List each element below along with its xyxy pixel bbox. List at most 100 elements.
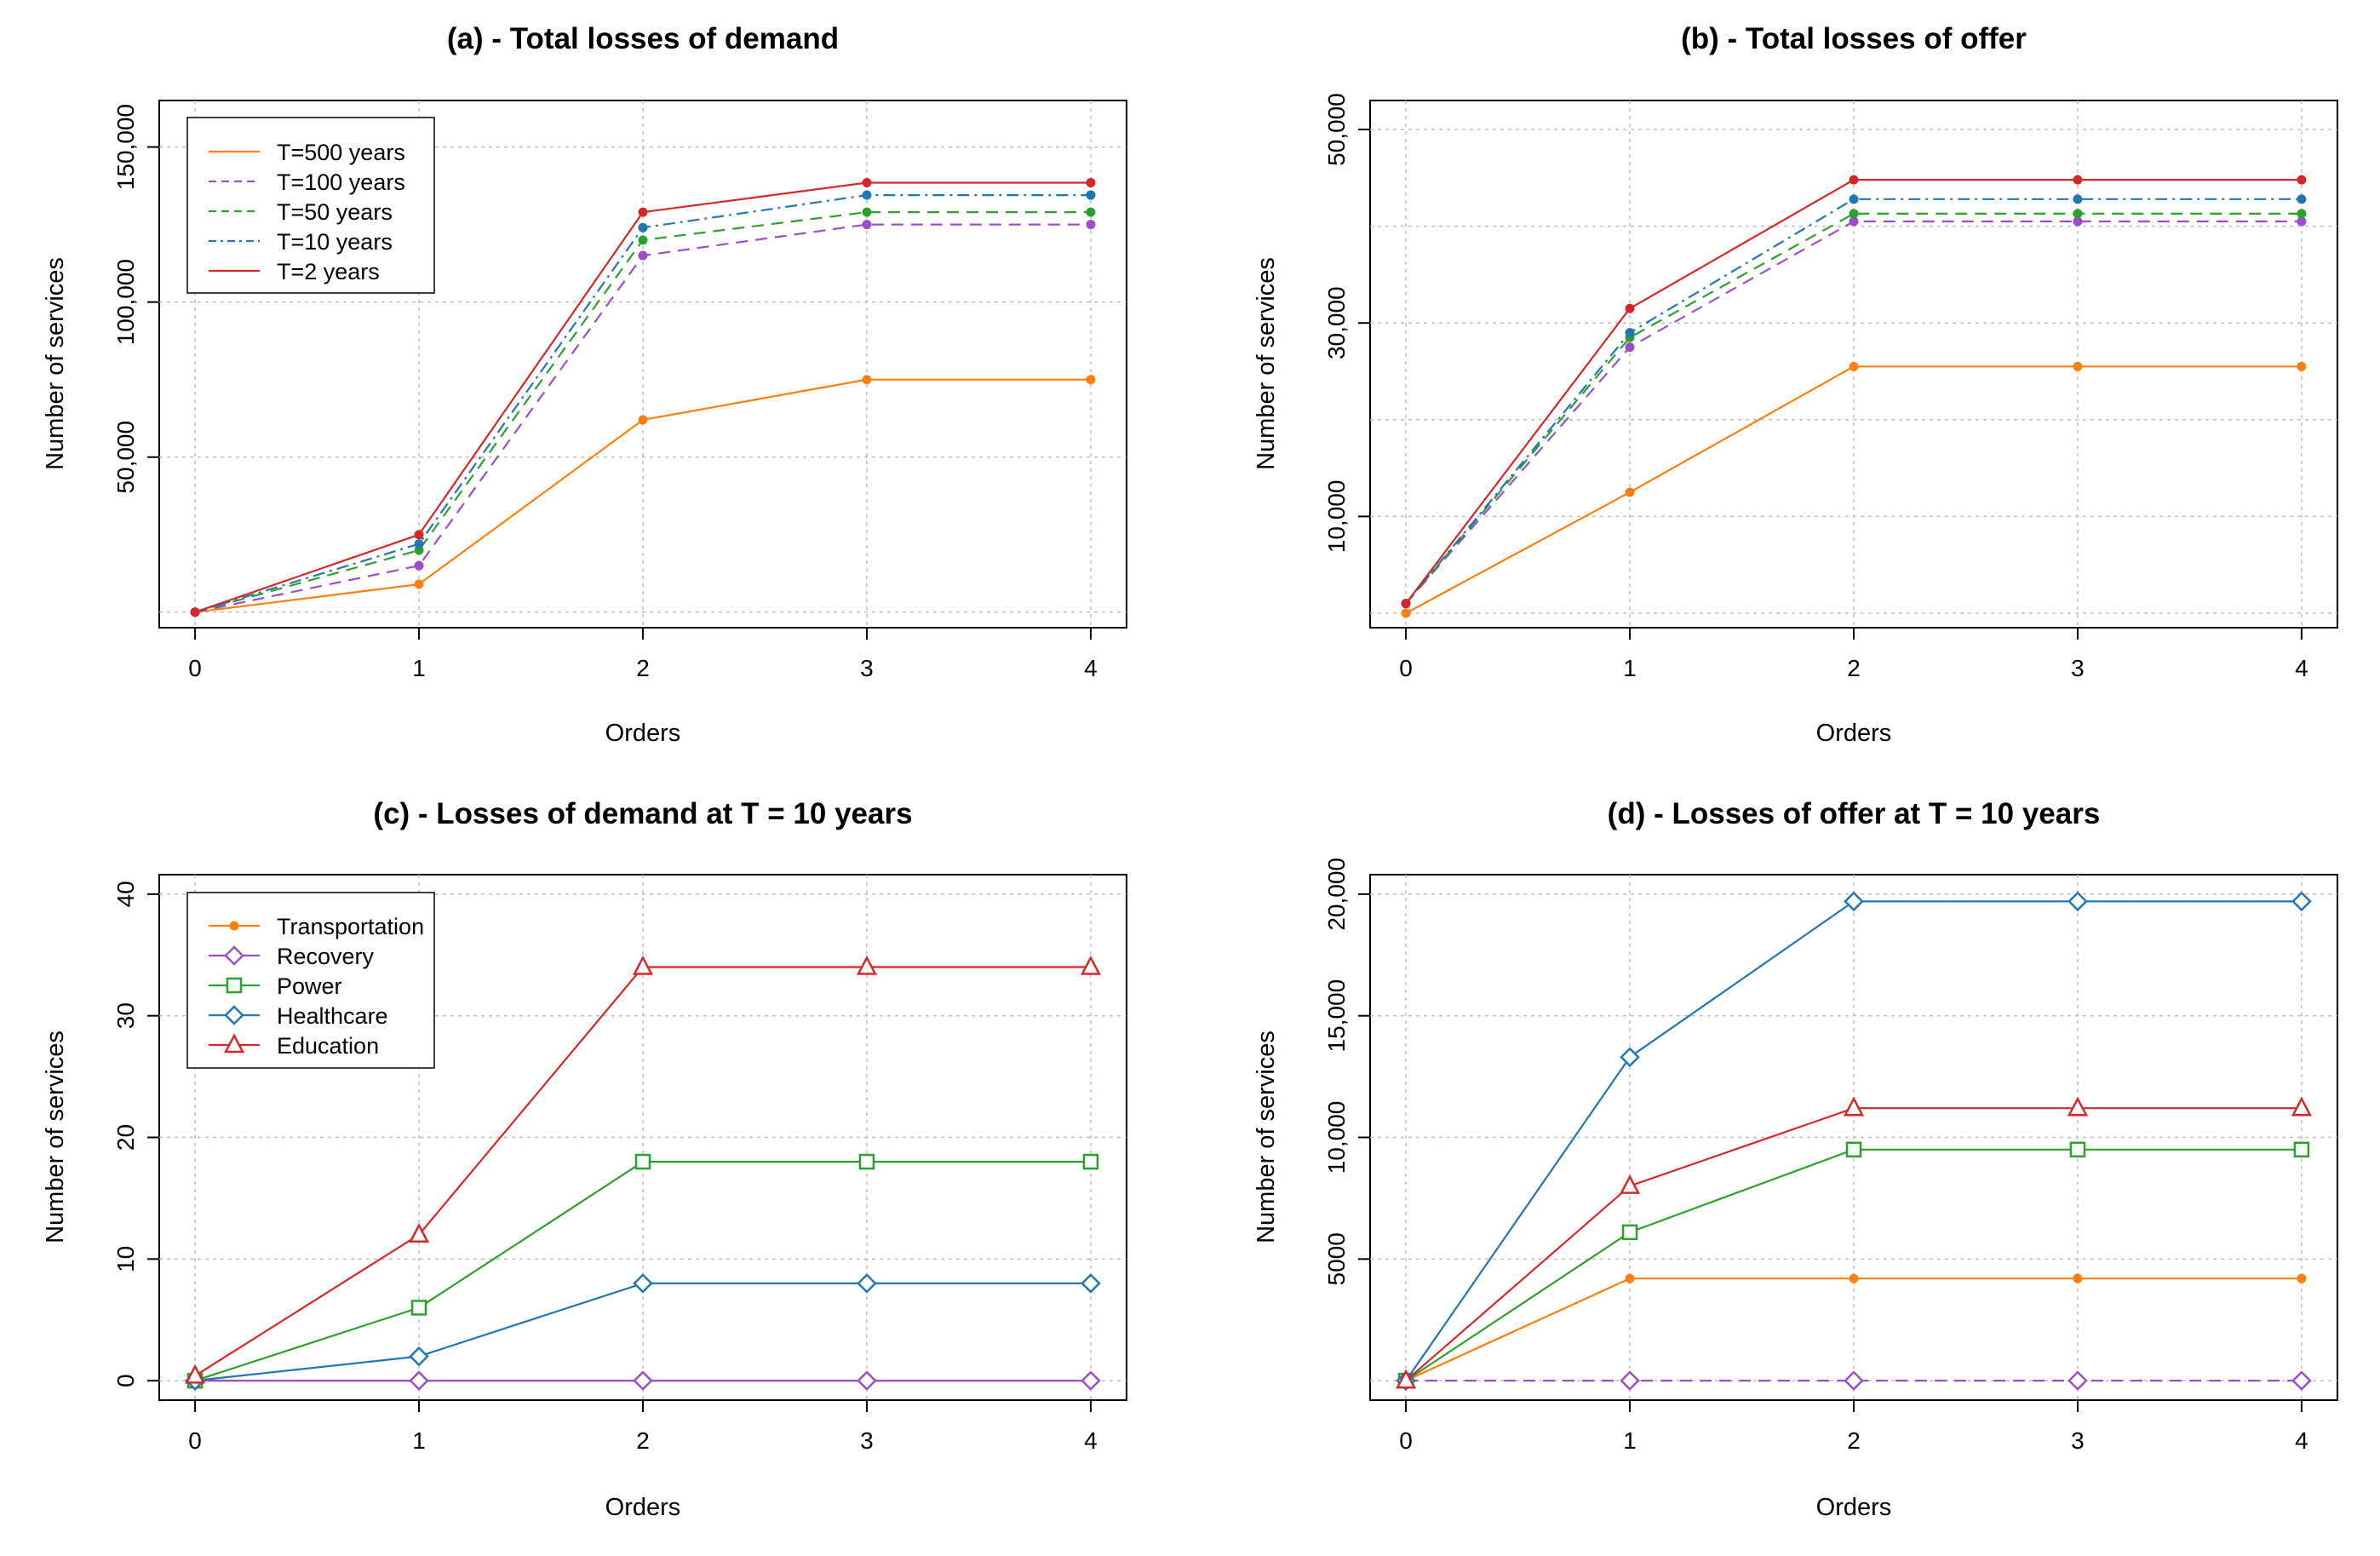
panel-c-title: (c) - Losses of demand at T = 10 years bbox=[373, 797, 912, 830]
panel-c-point-education bbox=[408, 1223, 430, 1243]
panel-c-x-axis-label: Orders bbox=[605, 1494, 681, 1521]
panel-a-point-t-500-years bbox=[638, 415, 648, 425]
panel-d-y-tick-label: 5000 bbox=[1323, 1232, 1350, 1285]
panel-a-point-t-500-years bbox=[862, 375, 872, 385]
panel-d-axes: 0 1 2 3 4 5000 10,000 15,000 20,000 bbox=[1323, 858, 2308, 1454]
panel-b-x-axis-label: Orders bbox=[1816, 720, 1892, 747]
panel-b-y-tick-label: 30,000 bbox=[1323, 286, 1350, 359]
panel-a-point-t-10-years bbox=[414, 539, 424, 549]
panel-a-point-t-50-years bbox=[638, 235, 648, 245]
panel-a-y-tick-label: 50,000 bbox=[112, 421, 139, 494]
panel-d-title: (d) - Losses of offer at T = 10 years bbox=[1608, 797, 2101, 830]
panel-b-y-axis-label: Number of services bbox=[1253, 257, 1280, 470]
panel-c-x-tick-label: 1 bbox=[412, 1427, 426, 1454]
panel-a-total-losses-of-demand: (a) - Total losses of demand 0 1 2 3 4 50,000… bbox=[42, 22, 1127, 747]
panel-d-x-tick-label: 1 bbox=[1623, 1427, 1637, 1454]
panel-c-x-tick-label: 4 bbox=[1084, 1427, 1098, 1454]
panel-c-point-education bbox=[185, 1364, 206, 1384]
panel-d-point-power bbox=[1621, 1224, 1638, 1241]
panel-d-x-tick-label: 3 bbox=[2071, 1427, 2085, 1454]
panel-a-x-tick-label: 1 bbox=[412, 655, 426, 681]
panel-d-losses-of-offer-t10: (d) - Losses of offer at T = 10 years 0 1… bbox=[1253, 797, 2338, 1521]
panel-b-point-t-50-years bbox=[1849, 209, 1859, 219]
panel-a-legend-label-t-500-years: T=500 years bbox=[277, 140, 405, 165]
panel-d-point-healthcare bbox=[1620, 1047, 1640, 1068]
panel-d-point-transportation bbox=[2297, 1273, 2307, 1283]
panel-d-point-recovery bbox=[2067, 1370, 2088, 1391]
panel-c-point-recovery bbox=[1081, 1370, 1101, 1391]
panel-c-legend-label-transportation: Transportation bbox=[277, 914, 424, 939]
panel-a-point-t-2-years bbox=[1086, 177, 1096, 187]
panel-b-point-t-2-years bbox=[1401, 599, 1411, 609]
panel-d-point-power bbox=[2293, 1141, 2310, 1158]
panel-a-point-t-100-years bbox=[862, 220, 872, 230]
panel-a-legend-label-t-10-years: T=10 years bbox=[277, 229, 393, 255]
panel-a-point-t-100-years bbox=[414, 560, 424, 571]
panel-d-x-axis-label: Orders bbox=[1816, 1494, 1892, 1521]
panel-a-point-t-10-years bbox=[1086, 190, 1096, 200]
panel-b-x-tick-label: 2 bbox=[1847, 655, 1861, 681]
panel-c-y-tick-label: 40 bbox=[112, 881, 139, 907]
panel-b-y-tick-label: 50,000 bbox=[1323, 93, 1350, 166]
panel-b-point-t-50-years bbox=[2073, 209, 2083, 219]
panel-d-point-healthcare bbox=[2291, 891, 2312, 912]
panel-b-point-t-10-years bbox=[2297, 194, 2307, 204]
panel-c-y-tick-label: 0 bbox=[112, 1374, 139, 1387]
panel-a-point-t-50-years bbox=[1086, 207, 1096, 217]
panel-a-legend: T=500 years T=100 years T=50 years T=10 yea… bbox=[186, 117, 435, 294]
panel-d-x-tick-label: 2 bbox=[1847, 1427, 1861, 1454]
panel-a-point-t-100-years bbox=[638, 250, 648, 261]
panel-c-data bbox=[185, 955, 1101, 1391]
panel-b-point-t-100-years bbox=[1625, 342, 1635, 353]
panel-a-point-t-500-years bbox=[1086, 375, 1096, 385]
panel-a-point-t-100-years bbox=[1086, 220, 1096, 230]
panel-c-point-power bbox=[410, 1300, 427, 1316]
panel-c-point-power bbox=[1082, 1153, 1099, 1170]
panel-d-point-transportation bbox=[1625, 1273, 1635, 1283]
panel-b-point-t-10-years bbox=[1625, 328, 1635, 338]
panel-b-point-t-500-years bbox=[2073, 361, 2083, 371]
panel-d-point-education bbox=[1396, 1369, 1417, 1389]
panel-b-point-t-2-years bbox=[1849, 175, 1859, 185]
panel-c-point-education bbox=[632, 955, 654, 975]
panel-b-point-t-500-years bbox=[2297, 361, 2307, 371]
panel-b-axes: 0 1 2 3 4 10,000 30,000 50,000 bbox=[1323, 93, 2308, 681]
panel-d-x-tick-label: 4 bbox=[2295, 1427, 2308, 1454]
panel-a-y-axis-label: Number of services bbox=[42, 257, 69, 470]
panel-c-y-tick-label: 10 bbox=[112, 1246, 139, 1272]
panel-a-x-tick-label: 0 bbox=[188, 655, 202, 681]
panel-b-gridlines bbox=[1370, 100, 2337, 628]
panel-b-x-tick-label: 3 bbox=[2071, 655, 2085, 681]
panel-c-point-power bbox=[858, 1153, 875, 1170]
panel-c-legend-marker-education bbox=[223, 1033, 245, 1054]
panel-d-point-recovery bbox=[1620, 1370, 1640, 1391]
panel-b-data bbox=[1401, 175, 2307, 618]
panel-d-point-healthcare bbox=[1844, 891, 1864, 912]
panel-d-point-education bbox=[1619, 1174, 1641, 1194]
panel-b-point-t-500-years bbox=[1849, 361, 1859, 371]
panel-a-y-tick-label: 100,000 bbox=[112, 259, 139, 345]
panel-b-series-line-t-50-years bbox=[1405, 212, 2302, 605]
panel-b-point-t-100-years bbox=[1849, 216, 1859, 227]
panel-b-point-t-100-years bbox=[2073, 216, 2083, 227]
panel-a-x-tick-label: 2 bbox=[636, 655, 650, 681]
panel-b-point-t-10-years bbox=[1849, 194, 1859, 204]
panel-a-point-t-10-years bbox=[862, 190, 872, 200]
panel-d-point-transportation bbox=[1849, 1273, 1859, 1283]
panel-d-point-education bbox=[1843, 1096, 1865, 1117]
panel-a-point-t-2-years bbox=[414, 530, 424, 540]
panel-a-legend-label-t-100-years: T=100 years bbox=[277, 169, 405, 195]
panel-c-point-healthcare bbox=[409, 1346, 429, 1367]
panel-c-legend-label-education: Education bbox=[277, 1033, 379, 1059]
panel-d-y-tick-label: 20,000 bbox=[1323, 858, 1350, 931]
panel-c-legend-label-power: Power bbox=[277, 973, 342, 999]
panel-c-y-axis-label: Number of services bbox=[42, 1031, 69, 1243]
panel-a-x-tick-label: 3 bbox=[860, 655, 874, 681]
panel-d-y-axis-label: Number of services bbox=[1253, 1031, 1280, 1243]
panel-a-legend-label-t-50-years: T=50 years bbox=[277, 199, 393, 225]
panel-b-point-t-50-years bbox=[2297, 209, 2307, 219]
panel-c-x-tick-label: 2 bbox=[636, 1427, 650, 1454]
panel-d-y-tick-label: 15,000 bbox=[1323, 979, 1350, 1053]
panel-b-point-t-100-years bbox=[2297, 216, 2307, 227]
